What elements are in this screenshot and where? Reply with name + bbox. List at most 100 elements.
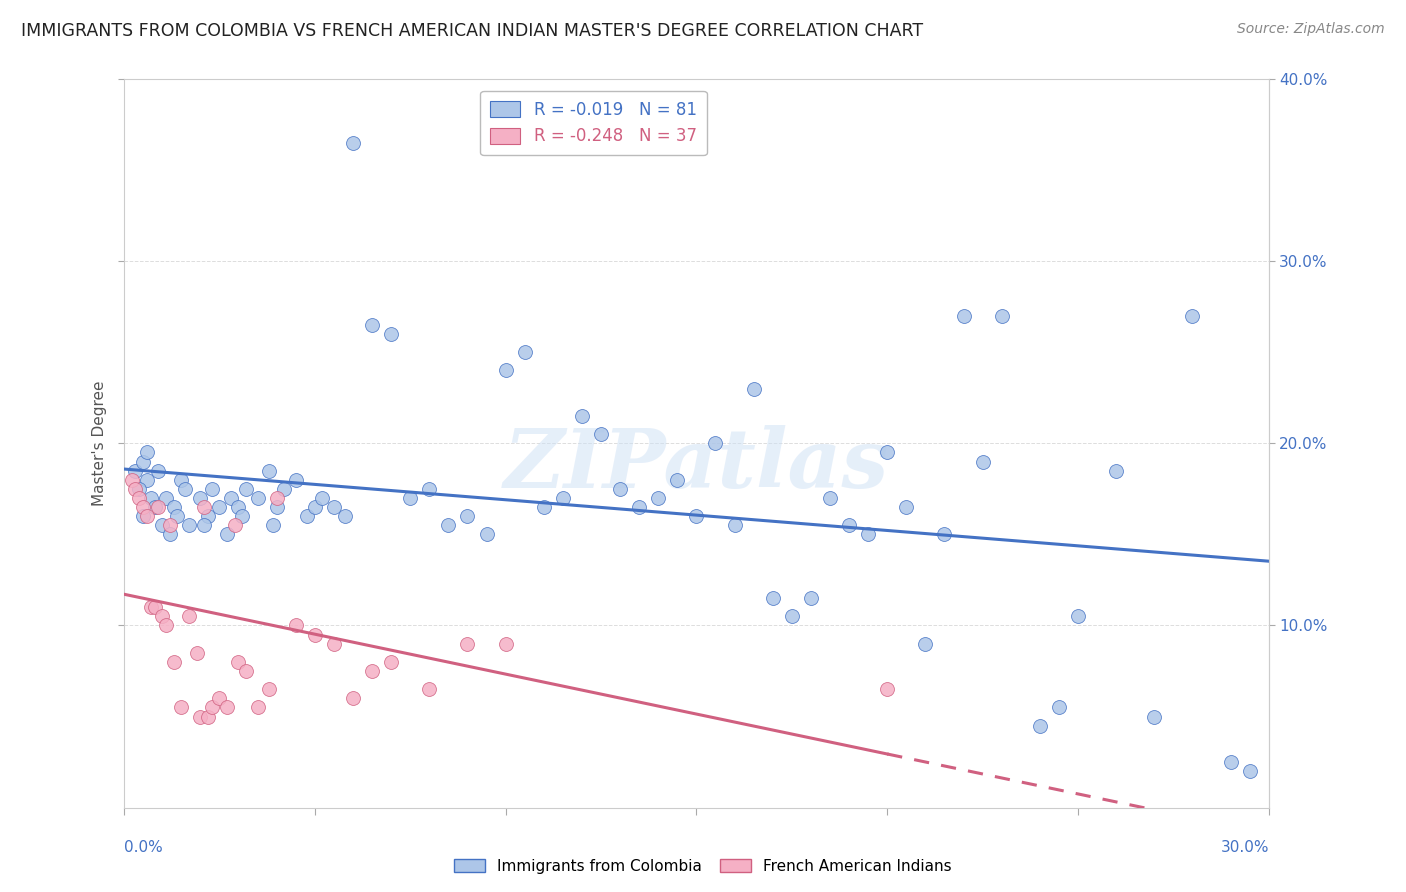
Point — [128, 482, 150, 496]
Y-axis label: Master's Degree: Master's Degree — [93, 381, 107, 506]
Point — [273, 482, 295, 496]
Point — [128, 491, 150, 505]
Point — [896, 500, 918, 514]
Point — [162, 655, 184, 669]
Point — [495, 637, 517, 651]
Point — [952, 309, 974, 323]
Point — [571, 409, 593, 423]
Point — [188, 709, 211, 723]
Point — [1029, 719, 1052, 733]
Point — [197, 709, 219, 723]
Point — [124, 482, 146, 496]
Point — [704, 436, 727, 450]
Text: ZIPatlas: ZIPatlas — [503, 425, 889, 505]
Point — [295, 509, 318, 524]
Point — [990, 309, 1012, 323]
Point — [197, 509, 219, 524]
Point — [876, 682, 898, 697]
Point — [170, 700, 193, 714]
Point — [124, 464, 146, 478]
Legend: Immigrants from Colombia, French American Indians: Immigrants from Colombia, French America… — [449, 853, 957, 880]
Point — [762, 591, 785, 606]
Point — [193, 518, 215, 533]
Point — [1239, 764, 1261, 779]
Point — [1067, 609, 1090, 624]
Point — [215, 527, 238, 541]
Point — [132, 509, 155, 524]
Point — [150, 609, 173, 624]
Point — [155, 618, 177, 632]
Point — [135, 473, 157, 487]
Point — [742, 382, 765, 396]
Point — [150, 518, 173, 533]
Text: 0.0%: 0.0% — [124, 840, 163, 855]
Point — [257, 464, 280, 478]
Point — [914, 637, 936, 651]
Point — [800, 591, 823, 606]
Point — [723, 518, 745, 533]
Point — [818, 491, 841, 505]
Point — [972, 454, 994, 468]
Point — [322, 637, 344, 651]
Point — [208, 691, 231, 706]
Point — [235, 664, 257, 678]
Point — [170, 473, 193, 487]
Point — [304, 627, 326, 641]
Point — [311, 491, 333, 505]
Point — [342, 136, 364, 150]
Point — [132, 500, 155, 514]
Point — [551, 491, 574, 505]
Point — [193, 500, 215, 514]
Point — [437, 518, 460, 533]
Point — [934, 527, 956, 541]
Point — [177, 518, 200, 533]
Point — [219, 491, 242, 505]
Point — [188, 491, 211, 505]
Point — [166, 509, 188, 524]
Point — [139, 491, 162, 505]
Point — [135, 509, 157, 524]
Text: IMMIGRANTS FROM COLOMBIA VS FRENCH AMERICAN INDIAN MASTER'S DEGREE CORRELATION C: IMMIGRANTS FROM COLOMBIA VS FRENCH AMERI… — [21, 22, 924, 40]
Point — [159, 518, 181, 533]
Point — [628, 500, 651, 514]
Point — [1219, 755, 1241, 769]
Point — [335, 509, 357, 524]
Point — [475, 527, 498, 541]
Point — [177, 609, 200, 624]
Point — [1181, 309, 1204, 323]
Point — [121, 473, 143, 487]
Point — [174, 482, 197, 496]
Point — [262, 518, 284, 533]
Legend: R = -0.019   N = 81, R = -0.248   N = 37: R = -0.019 N = 81, R = -0.248 N = 37 — [481, 91, 707, 155]
Point — [235, 482, 257, 496]
Point — [838, 518, 860, 533]
Point — [380, 655, 402, 669]
Point — [201, 482, 224, 496]
Point — [139, 600, 162, 615]
Point — [208, 500, 231, 514]
Point — [876, 445, 898, 459]
Point — [342, 691, 364, 706]
Point — [201, 700, 224, 714]
Point — [589, 427, 612, 442]
Point — [231, 509, 253, 524]
Point — [135, 445, 157, 459]
Point — [780, 609, 803, 624]
Point — [266, 491, 288, 505]
Point — [132, 454, 155, 468]
Point — [284, 473, 307, 487]
Point — [685, 509, 707, 524]
Text: 30.0%: 30.0% — [1220, 840, 1268, 855]
Point — [143, 500, 166, 514]
Point — [322, 500, 344, 514]
Point — [418, 682, 440, 697]
Point — [304, 500, 326, 514]
Point — [456, 509, 478, 524]
Point — [186, 646, 208, 660]
Point — [1047, 700, 1070, 714]
Point — [361, 664, 384, 678]
Point — [246, 491, 269, 505]
Point — [399, 491, 422, 505]
Point — [159, 527, 181, 541]
Point — [361, 318, 384, 332]
